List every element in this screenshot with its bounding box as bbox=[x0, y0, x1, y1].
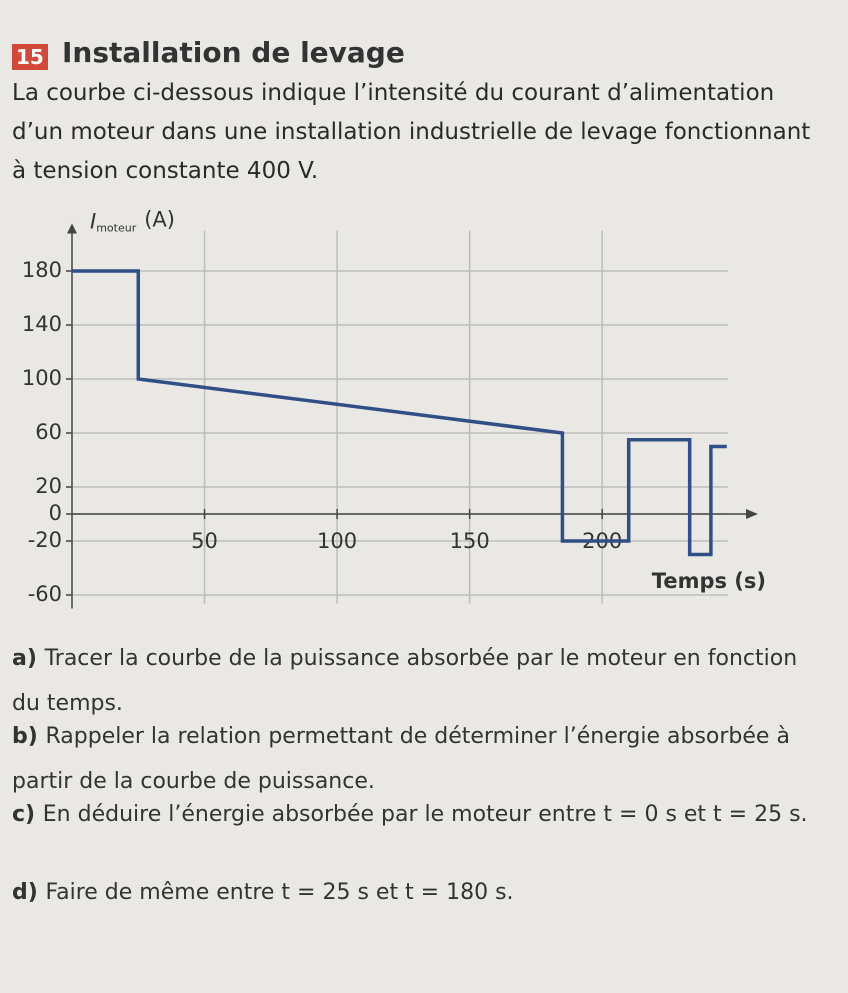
question: c) En déduire l’énergie absorbée par le … bbox=[12, 792, 812, 837]
y-axis-label: Imoteur (A) bbox=[90, 208, 175, 235]
y-axis-arrow bbox=[67, 223, 77, 234]
exercise-number: 15 bbox=[12, 44, 48, 70]
y-tick-label: 180 bbox=[22, 258, 62, 282]
y-tick-label: 100 bbox=[22, 366, 62, 390]
question-text: En déduire l’énergie absorbée par le mot… bbox=[42, 802, 808, 827]
question-text: Rappeler la relation permettant de déter… bbox=[12, 724, 790, 794]
x-axis-arrow bbox=[746, 509, 758, 519]
x-tick-label: 150 bbox=[450, 529, 490, 553]
question: a) Tracer la courbe de la puissance abso… bbox=[12, 636, 812, 726]
y-axis-unit: (A) bbox=[144, 208, 175, 232]
x-tick-label: 100 bbox=[317, 529, 357, 553]
y-tick-label: 140 bbox=[22, 312, 62, 336]
exercise-title: Installation de levage bbox=[62, 36, 405, 69]
x-tick-label: 50 bbox=[191, 529, 218, 553]
y-tick-label: -20 bbox=[28, 528, 62, 552]
question-label: c) bbox=[12, 802, 36, 827]
question-text: Faire de même entre t = 25 s et t = 180 … bbox=[45, 880, 514, 905]
x-axis-label: Temps (s) bbox=[652, 569, 766, 593]
intro-text: La courbe ci-dessous indique l’intensité… bbox=[12, 80, 811, 184]
question-label: a) bbox=[12, 646, 37, 671]
y-tick-label: 0 bbox=[49, 501, 62, 525]
y-tick-label: 20 bbox=[35, 474, 62, 498]
question-label: d) bbox=[12, 880, 38, 905]
data-line bbox=[72, 269, 727, 557]
y-axis-label-symbol: I bbox=[90, 210, 96, 234]
question-label: b) bbox=[12, 724, 38, 749]
question-text: Tracer la courbe de la puissance absorbé… bbox=[12, 646, 798, 716]
y-axis-label-sub: moteur bbox=[96, 222, 136, 235]
y-tick-label: -60 bbox=[28, 582, 62, 606]
question: d) Faire de même entre t = 25 s et t = 1… bbox=[12, 870, 812, 915]
question: b) Rappeler la relation permettant de dé… bbox=[12, 714, 812, 804]
y-tick-label: 60 bbox=[35, 420, 62, 444]
